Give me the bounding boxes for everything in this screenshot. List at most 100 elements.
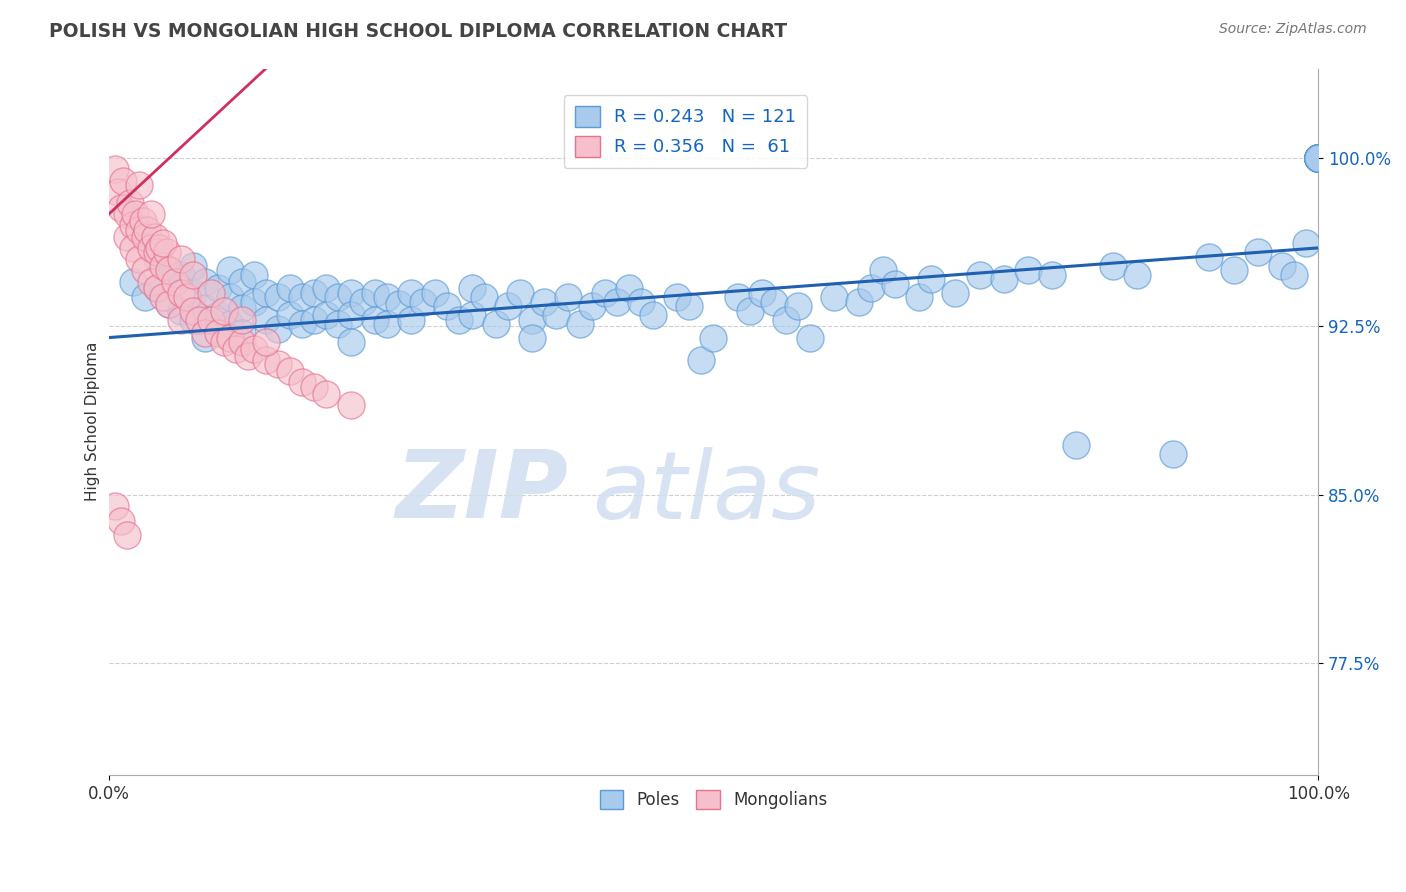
Point — [339, 398, 361, 412]
Point — [156, 245, 179, 260]
Point — [104, 499, 127, 513]
Point — [146, 245, 169, 260]
Point — [218, 290, 240, 304]
Point — [218, 317, 240, 331]
Point — [315, 308, 337, 322]
Point — [278, 308, 301, 322]
Point — [200, 285, 222, 300]
Point — [254, 353, 277, 368]
Point — [152, 290, 174, 304]
Point — [278, 364, 301, 378]
Point — [339, 334, 361, 349]
Point — [1282, 268, 1305, 282]
Point — [399, 312, 422, 326]
Point — [170, 268, 193, 282]
Point — [243, 268, 266, 282]
Point — [1101, 259, 1123, 273]
Point — [146, 281, 169, 295]
Point — [908, 290, 931, 304]
Point — [188, 312, 211, 326]
Point — [1308, 151, 1330, 165]
Point — [143, 229, 166, 244]
Point — [165, 275, 187, 289]
Point — [339, 308, 361, 322]
Point — [848, 294, 870, 309]
Point — [1308, 151, 1330, 165]
Point — [231, 326, 253, 340]
Point — [115, 229, 138, 244]
Point — [121, 219, 143, 233]
Point — [170, 285, 193, 300]
Point — [775, 312, 797, 326]
Point — [212, 334, 235, 349]
Point — [520, 330, 543, 344]
Point — [194, 330, 217, 344]
Point — [641, 308, 664, 322]
Point — [1295, 236, 1317, 251]
Point — [134, 290, 156, 304]
Point — [157, 297, 180, 311]
Point — [1126, 268, 1149, 282]
Point — [128, 178, 150, 193]
Legend: Poles, Mongolians: Poles, Mongolians — [593, 783, 834, 816]
Point — [1308, 151, 1330, 165]
Point — [304, 312, 326, 326]
Point — [1308, 151, 1330, 165]
Point — [436, 299, 458, 313]
Point — [181, 259, 204, 273]
Point — [104, 162, 127, 177]
Point — [593, 285, 616, 300]
Point — [328, 290, 350, 304]
Point — [364, 285, 387, 300]
Point — [690, 353, 713, 368]
Point — [1308, 151, 1330, 165]
Point — [157, 263, 180, 277]
Point — [1040, 268, 1063, 282]
Point — [727, 290, 749, 304]
Point — [110, 515, 132, 529]
Point — [128, 252, 150, 266]
Point — [1308, 151, 1330, 165]
Point — [115, 207, 138, 221]
Point — [738, 303, 761, 318]
Point — [399, 285, 422, 300]
Point — [339, 285, 361, 300]
Point — [291, 290, 314, 304]
Point — [139, 207, 162, 221]
Point — [460, 281, 482, 295]
Point — [194, 301, 217, 316]
Point — [254, 312, 277, 326]
Point — [678, 299, 700, 313]
Point — [823, 290, 845, 304]
Point — [267, 290, 290, 304]
Point — [751, 285, 773, 300]
Point — [328, 317, 350, 331]
Point — [969, 268, 991, 282]
Point — [194, 275, 217, 289]
Point — [872, 263, 894, 277]
Text: atlas: atlas — [592, 447, 821, 538]
Point — [546, 308, 568, 322]
Point — [472, 290, 495, 304]
Point — [231, 275, 253, 289]
Point — [799, 330, 821, 344]
Point — [315, 386, 337, 401]
Point — [1308, 151, 1330, 165]
Point — [181, 303, 204, 318]
Point — [157, 297, 180, 311]
Point — [291, 317, 314, 331]
Text: ZIP: ZIP — [395, 446, 568, 538]
Point — [200, 312, 222, 326]
Point — [254, 334, 277, 349]
Point — [152, 236, 174, 251]
Point — [121, 275, 143, 289]
Point — [170, 303, 193, 318]
Point — [243, 294, 266, 309]
Point — [218, 263, 240, 277]
Point — [920, 272, 942, 286]
Point — [157, 263, 180, 277]
Point — [121, 241, 143, 255]
Point — [304, 380, 326, 394]
Point — [218, 330, 240, 344]
Point — [702, 330, 724, 344]
